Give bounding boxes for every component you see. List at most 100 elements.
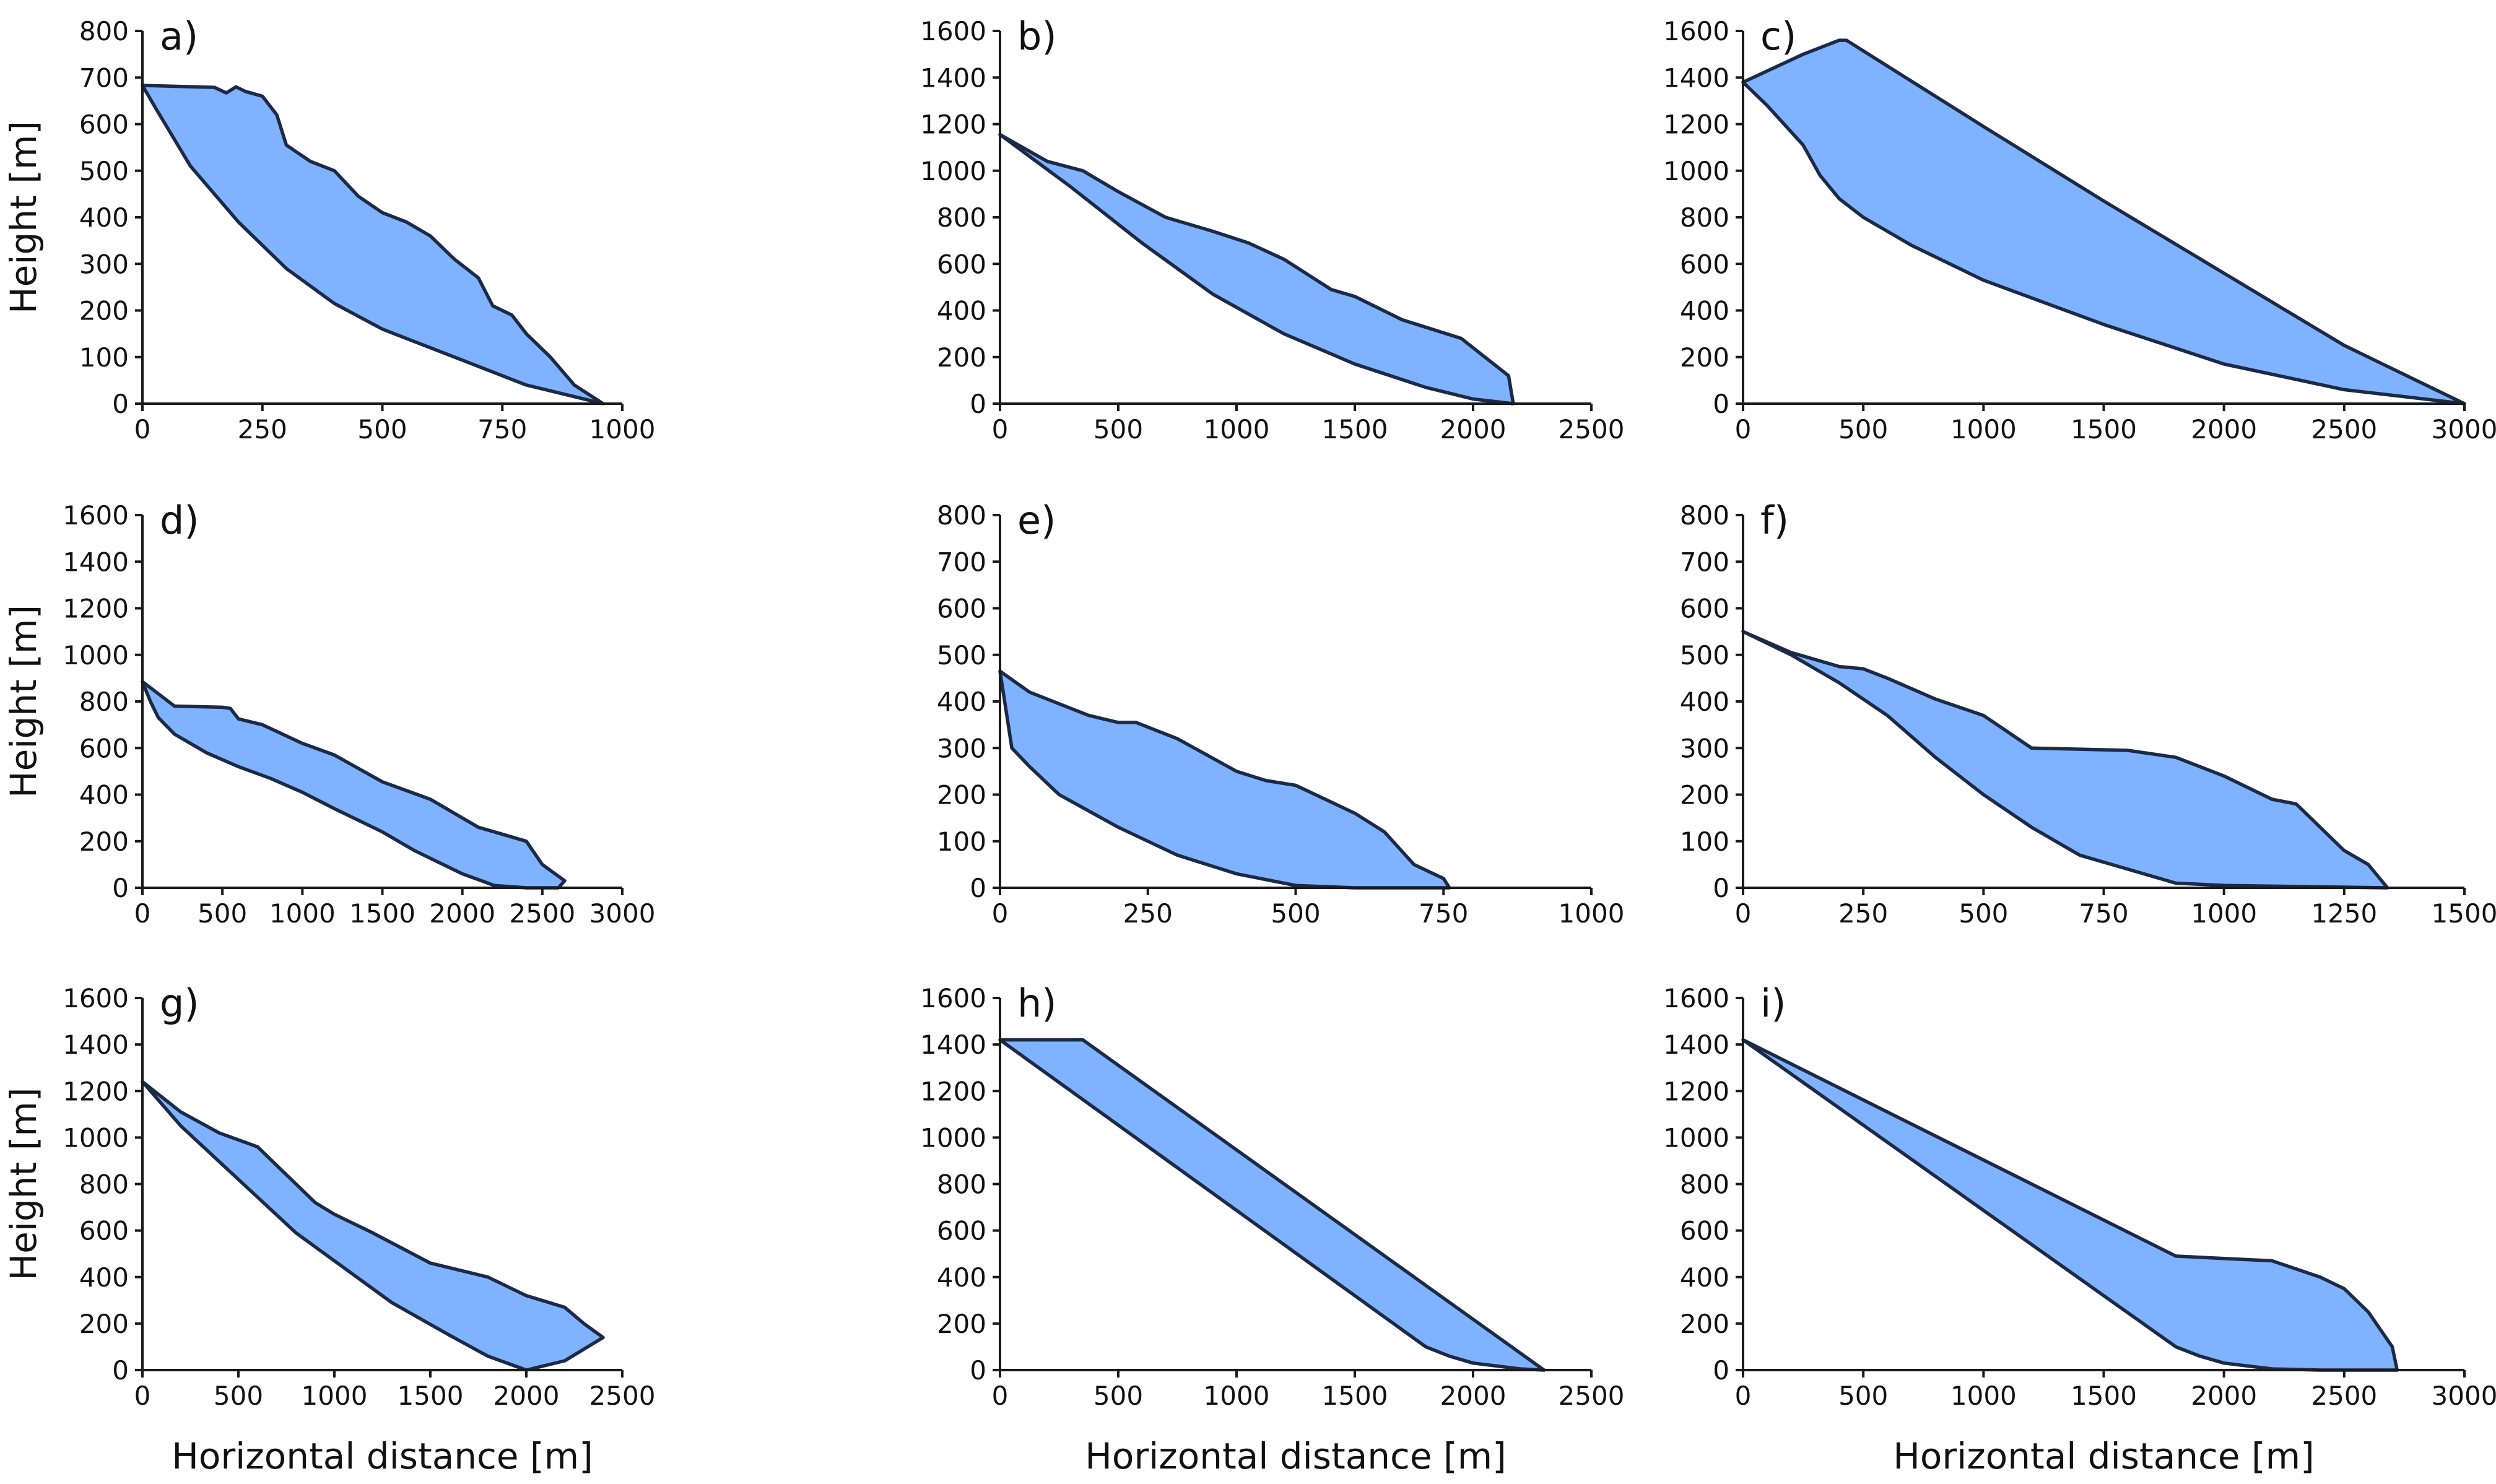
x-tick-label: 1500 (398, 1381, 464, 1411)
y-tick-label: 1000 (63, 640, 129, 670)
x-tick-label: 500 (1271, 898, 1320, 929)
y-tick-label: 0 (970, 1355, 986, 1386)
y-tick-label: 400 (1680, 296, 1729, 326)
y-tick-label: 1200 (920, 110, 986, 140)
y-tick-label: 1000 (920, 1122, 986, 1153)
y-tick-label: 0 (112, 873, 129, 903)
y-tick-label: 800 (1680, 202, 1729, 233)
x-tick-label: 2000 (2191, 1381, 2257, 1411)
deposit-area-i (1741, 1038, 2399, 1372)
y-tick-label: 1600 (920, 983, 986, 1013)
y-tick-label: 800 (1680, 1169, 1729, 1200)
x-tick-label: 2500 (1559, 1381, 1625, 1411)
x-tick-label: 1500 (1322, 1381, 1388, 1411)
x-tick-label: 2000 (1440, 1381, 1507, 1411)
deposit-area-f (1741, 630, 2389, 890)
x-tick-label: 1000 (302, 1381, 368, 1411)
y-tick-label: 0 (970, 873, 986, 903)
x-tick-label: 750 (2079, 898, 2128, 929)
y-tick-label: 400 (937, 1262, 986, 1293)
x-tick-label: 1000 (269, 898, 336, 929)
x-axis-label: Horizontal distance [m] (172, 1435, 593, 1477)
y-tick-label: 200 (79, 827, 129, 857)
y-tick-label: 500 (937, 640, 986, 670)
y-tick-label: 100 (1680, 827, 1729, 857)
x-tick-label: 500 (1094, 1381, 1143, 1411)
y-tick-label: 500 (1680, 640, 1729, 670)
deposit-area-d (141, 680, 567, 890)
panel-i: 0 500 1000 1500 2000 2500 3000 0 200 400 600 800 100… (1663, 981, 2496, 1477)
x-tick-label: 2000 (2191, 414, 2257, 445)
x-tick-label: 3000 (2432, 414, 2496, 445)
x-tick-label: 500 (1094, 414, 1143, 445)
x-tick-label: 500 (1838, 414, 1888, 445)
y-tick-label: 600 (1680, 249, 1729, 279)
y-tick-label: 0 (1713, 389, 1729, 419)
y-tick-label: 100 (79, 342, 129, 373)
y-tick-label: 400 (937, 296, 986, 326)
y-tick-label: 200 (1680, 342, 1729, 373)
y-tick-label: 1400 (1663, 1030, 1729, 1060)
panel-e: 0 250 500 750 1000 0 100 200 300 400 500 600 700 800 e… (937, 498, 1625, 929)
panel-b: 0 500 1000 1500 2000 2500 0 200 400 600 800 1000 120… (920, 14, 1624, 445)
panel-label: i) (1760, 981, 1786, 1026)
y-tick-label: 600 (1680, 1216, 1729, 1246)
y-tick-label: 800 (79, 687, 129, 717)
y-tick-label: 400 (1680, 687, 1729, 717)
y-tick-label: 500 (79, 156, 129, 186)
y-tick-label: 1400 (920, 1030, 986, 1060)
y-tick-label: 400 (1680, 1262, 1729, 1293)
y-tick-label: 800 (937, 1169, 986, 1200)
y-tick-label: 1400 (920, 63, 986, 93)
x-tick-label: 1000 (1204, 1381, 1270, 1411)
y-tick-label: 800 (937, 202, 986, 233)
y-tick-label: 800 (937, 500, 986, 531)
y-axis-label: Height [m] (2, 605, 45, 798)
y-axis-label: Height [m] (2, 121, 45, 314)
x-tick-label: 2500 (509, 898, 575, 929)
y-tick-label: 0 (112, 389, 129, 419)
y-tick-label: 1600 (63, 500, 129, 531)
y-tick-label: 600 (79, 733, 129, 763)
y-tick-label: 200 (937, 780, 986, 810)
y-tick-label: 100 (937, 827, 986, 857)
y-tick-label: 1000 (1663, 1122, 1729, 1153)
panel-c: 0 500 1000 1500 2000 2500 3000 0 200 400 600 800 100… (1663, 14, 2496, 445)
y-tick-label: 0 (112, 1355, 129, 1386)
x-tick-label: 1000 (589, 414, 656, 445)
y-tick-label: 0 (970, 389, 986, 419)
y-tick-label: 1400 (63, 547, 129, 577)
deposit-area-c (1741, 38, 2466, 406)
panel-label: a) (160, 14, 198, 59)
x-axis-label: Horizontal distance [m] (1085, 1435, 1507, 1477)
x-tick-label: 1000 (1204, 414, 1270, 445)
x-tick-label: 1500 (2071, 414, 2137, 445)
x-tick-label: 500 (214, 1381, 263, 1411)
y-tick-label: 400 (937, 687, 986, 717)
x-tick-label: 2500 (589, 1381, 656, 1411)
x-tick-label: 3000 (2432, 1381, 2496, 1411)
x-tick-label: 2000 (429, 898, 495, 929)
panel-a: 0 250 500 750 1000 0 100 200 300 400 500 600 700 800 a… (2, 14, 655, 445)
y-tick-label: 300 (79, 249, 129, 279)
y-tick-label: 800 (1680, 500, 1729, 531)
x-tick-label: 250 (1123, 898, 1173, 929)
panel-h: 0 500 1000 1500 2000 2500 0 200 400 600 800 1000 120… (920, 981, 1624, 1477)
deposit-area-a (141, 84, 605, 406)
y-tick-label: 1200 (1663, 1076, 1729, 1106)
y-tick-label: 300 (1680, 733, 1729, 763)
x-tick-label: 0 (1735, 414, 1752, 445)
x-axis-label: Horizontal distance [m] (1893, 1435, 2315, 1477)
y-tick-label: 200 (937, 342, 986, 373)
x-tick-label: 1000 (2191, 898, 2257, 929)
x-tick-label: 0 (992, 898, 1009, 929)
y-tick-label: 400 (79, 202, 129, 233)
y-tick-label: 1600 (920, 16, 986, 46)
x-tick-label: 3000 (589, 898, 656, 929)
x-tick-label: 2000 (494, 1381, 560, 1411)
y-tick-label: 0 (1713, 873, 1729, 903)
y-tick-label: 600 (1680, 594, 1729, 624)
x-tick-label: 500 (198, 898, 247, 929)
x-tick-label: 2500 (2311, 1381, 2377, 1411)
